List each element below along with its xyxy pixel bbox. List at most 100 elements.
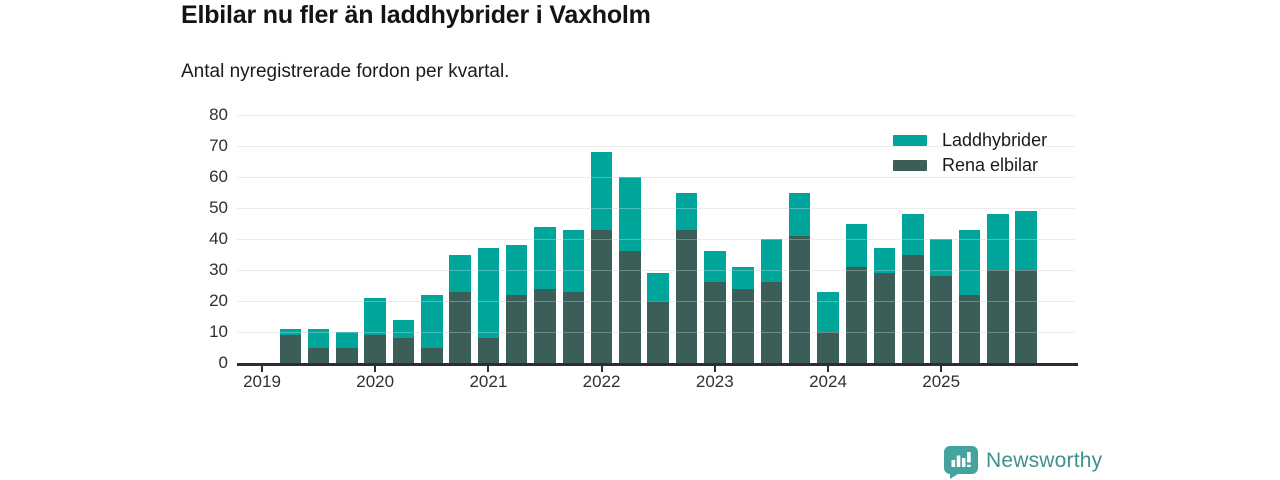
bar-segment-laddhybrider: [421, 294, 443, 348]
bar-segment-laddhybrider: [477, 248, 500, 339]
stacked-bar-2019-q3: [307, 328, 330, 363]
stacked-bar-2025-q4: [1015, 211, 1037, 363]
legend-item-laddhybrider: Laddhybrider: [893, 128, 1047, 153]
stacked-bar-2024-q1: [817, 291, 839, 363]
newsworthy-logo-icon: [944, 446, 978, 479]
stacked-bar-2023-q1: [704, 251, 726, 363]
bar-segment-rena-elbilar: [590, 229, 613, 363]
logo-exclamation-stem: [967, 452, 971, 463]
bar-segment-rena-elbilar: [307, 347, 330, 363]
bar-segment-laddhybrider: [505, 245, 528, 295]
x-axis-tick: [940, 366, 943, 372]
stacked-bar-2020-q1: [364, 297, 386, 363]
x-axis-tick-label: 2021: [469, 372, 508, 391]
bar-segment-laddhybrider: [534, 226, 556, 289]
bar-segment-rena-elbilar: [902, 254, 924, 363]
stacked-bar-2022-q4: [675, 192, 698, 363]
newsworthy-brand-link[interactable]: Newsworthy: [944, 446, 1102, 479]
x-axis-tick: [487, 366, 490, 372]
chart-title: Elbilar nu fler än laddhybrider i Vaxhol…: [181, 1, 651, 29]
bar-segment-laddhybrider: [760, 239, 783, 283]
stacked-bar-2025-q3: [987, 214, 1009, 363]
gridline-y-70: [237, 146, 1075, 147]
y-axis-tick-label: 40: [209, 229, 228, 248]
stacked-bar-2020-q3: [421, 294, 443, 363]
legend-label: Rena elbilar: [942, 155, 1039, 175]
x-axis-tick-label: 2025: [922, 372, 961, 391]
stacked-bar-2021-q3: [534, 226, 556, 363]
bar-segment-laddhybrider: [788, 192, 811, 236]
stacked-bar-2025-q1: [930, 239, 952, 363]
bar-segment-rena-elbilar: [477, 338, 500, 363]
bar-segment-rena-elbilar: [534, 288, 556, 363]
legend-swatch-rena-elbilar: [893, 160, 927, 171]
stacked-bar-2024-q3: [873, 248, 896, 363]
x-axis-tick: [600, 366, 603, 372]
x-axis-tick-label: 2022: [582, 372, 621, 391]
logo-bar-medium: [961, 458, 966, 467]
chart-subtitle: Antal nyregistrerade fordon per kvartal.: [181, 61, 510, 82]
x-axis-line: [237, 363, 1078, 366]
bar-segment-rena-elbilar: [930, 276, 952, 363]
y-axis-tick-label: 30: [209, 260, 228, 279]
bar-segment-laddhybrider: [845, 223, 868, 267]
bar-segment-rena-elbilar: [647, 301, 669, 363]
x-axis-tick: [827, 366, 829, 372]
bar-segment-laddhybrider: [449, 254, 471, 292]
bar-segment-laddhybrider: [307, 328, 330, 348]
stacked-bar-2023-q3: [760, 239, 783, 363]
bar-segment-rena-elbilar: [364, 335, 386, 363]
bar-segment-laddhybrider: [279, 328, 302, 336]
x-axis-tick-label: 2023: [695, 372, 734, 391]
legend: Laddhybrider Rena elbilar: [893, 128, 1047, 178]
bar-segment-rena-elbilar: [873, 273, 896, 363]
x-axis-tick-label: 2024: [809, 372, 847, 391]
stacked-bar-2022-q3: [647, 273, 669, 363]
bar-segment-laddhybrider: [732, 266, 754, 289]
bar-segment-rena-elbilar: [704, 282, 726, 363]
bar-segment-laddhybrider: [590, 152, 613, 230]
logo-bar-tall: [956, 455, 961, 467]
gridline-y-50: [237, 208, 1075, 209]
plot-area: [237, 115, 1075, 363]
stacked-bar-2022-q2: [619, 177, 641, 363]
y-axis-tick-label: 20: [209, 291, 228, 310]
bar-segment-rena-elbilar: [336, 347, 358, 363]
bar-segment-laddhybrider: [619, 177, 641, 252]
y-axis-tick-label: 80: [209, 105, 228, 124]
bar-segment-rena-elbilar: [788, 235, 811, 363]
stacked-bar-2022-q1: [590, 152, 613, 363]
bar-segment-laddhybrider: [704, 251, 726, 283]
stacked-bar-2023-q4: [788, 192, 811, 363]
bar-segment-rena-elbilar: [421, 347, 443, 363]
stacked-bar-2021-q2: [505, 245, 528, 363]
bar-segment-laddhybrider: [364, 297, 386, 336]
y-axis-tick-label: 10: [209, 322, 228, 341]
bar-segment-rena-elbilar: [279, 335, 302, 363]
bar-segment-rena-elbilar: [845, 266, 868, 363]
x-axis-tick-label: 2019: [243, 372, 281, 391]
stacked-bar-2025-q2: [958, 229, 981, 363]
x-axis-tick: [374, 366, 377, 372]
stacked-bar-2024-q2: [845, 223, 868, 363]
bar-segment-laddhybrider: [987, 214, 1009, 270]
brand-text: Newsworthy: [986, 449, 1103, 472]
x-axis-tick: [261, 366, 263, 372]
bar-segment-laddhybrider: [817, 291, 839, 332]
bar-segment-rena-elbilar: [987, 270, 1009, 363]
bar-segment-rena-elbilar: [817, 332, 839, 363]
y-axis-tick-label: 70: [209, 136, 228, 155]
legend-item-rena-elbilar: Rena elbilar: [893, 153, 1047, 178]
logo-bar-short: [951, 460, 956, 467]
gridline-y-80: [237, 115, 1075, 116]
x-axis-tick-label: 2020: [356, 372, 395, 391]
stacked-bar-2020-q4: [449, 254, 471, 363]
bar-segment-rena-elbilar: [732, 288, 754, 363]
stacked-bar-2020-q2: [392, 319, 415, 363]
bar-segment-laddhybrider: [647, 273, 669, 301]
bar-segment-rena-elbilar: [392, 338, 415, 363]
gridline-y-30: [237, 270, 1075, 271]
bar-segment-rena-elbilar: [505, 294, 528, 363]
bar-segment-laddhybrider: [336, 332, 358, 348]
